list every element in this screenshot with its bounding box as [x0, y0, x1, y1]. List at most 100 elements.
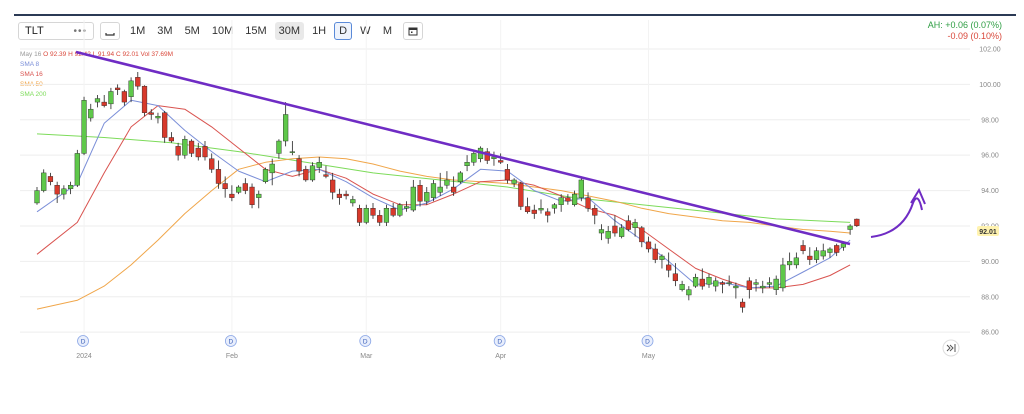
candle: [397, 202, 403, 218]
candle: [61, 185, 67, 200]
legend-close: C 92.01: [115, 51, 139, 58]
timeframe-w[interactable]: W: [360, 25, 371, 37]
candle: [108, 87, 114, 110]
timeframe-1m[interactable]: 1M: [130, 25, 146, 37]
candle: [800, 240, 806, 255]
dividend-marker[interactable]: D: [359, 335, 372, 347]
y-tick-label: 100.00: [979, 82, 1001, 89]
candle: [175, 142, 181, 161]
y-tick-label: 96.00: [981, 153, 999, 160]
after-hours-line: AH: +0.06 (0.07%): [927, 20, 1002, 30]
candle: [222, 176, 228, 198]
more-icon[interactable]: •••: [73, 25, 87, 37]
candle: [356, 204, 363, 226]
candle: [726, 275, 732, 287]
candle: [807, 247, 813, 265]
candle: [128, 77, 134, 103]
candle: [115, 84, 121, 96]
candle: [74, 149, 80, 188]
y-tick-label: 94.00: [981, 188, 999, 195]
candle: [706, 273, 712, 288]
candle: [753, 279, 759, 292]
candle: [330, 172, 336, 200]
dividend-marker[interactable]: D: [493, 335, 506, 347]
calendar-icon[interactable]: [402, 22, 423, 40]
after-hours-change: AH: +0.06 (0.07%) -0.09 (0.10%): [928, 20, 1002, 42]
timeframe-1h[interactable]: 1H: [312, 25, 327, 37]
x-tick-label: Mar: [360, 353, 373, 360]
candle: [215, 160, 222, 189]
sma-legend-item: SMA 8: [20, 61, 40, 68]
timeframe-group: 1M 3M 5M 10M 15M 30M 1H D W M: [126, 22, 397, 40]
candle: [793, 252, 799, 269]
candle: [235, 185, 242, 195]
candle: [686, 286, 692, 301]
last-price-tag: 92.01: [977, 226, 999, 236]
candle: [457, 171, 463, 184]
candle: [605, 225, 611, 244]
candle: [141, 85, 148, 117]
candle: [67, 181, 74, 195]
candle: [121, 89, 127, 106]
candle: [558, 194, 564, 212]
candle: [854, 218, 860, 228]
candle: [437, 172, 443, 196]
timeframe-3m[interactable]: 3M: [157, 25, 173, 37]
candle: [444, 171, 450, 189]
legend-open: O 92.39: [43, 51, 67, 58]
sma-legend-item: SMA 16: [20, 71, 43, 78]
candle: [524, 197, 531, 214]
candle: [316, 156, 322, 173]
candle: [188, 139, 195, 157]
sma16-line: [36, 105, 851, 289]
candle: [787, 252, 793, 271]
symbol-selector[interactable]: TLT •••: [18, 22, 94, 40]
candle: [733, 282, 739, 299]
candle-style-icon[interactable]: [100, 22, 120, 40]
sma8-line: [36, 99, 851, 289]
candle: [538, 199, 544, 214]
candle: [820, 243, 826, 260]
legend-high: H 92.42: [68, 51, 91, 58]
jump-to-latest-icon: [946, 344, 956, 352]
candle: [229, 185, 235, 202]
candle: [511, 178, 517, 188]
candle: [424, 187, 430, 205]
timeframe-30m[interactable]: 30M: [274, 22, 305, 40]
candle: [612, 215, 618, 237]
y-tick-label: 102.00: [979, 47, 1001, 54]
jump-to-latest-button[interactable]: [942, 339, 960, 357]
dividend-marker[interactable]: D: [641, 335, 654, 347]
candle: [699, 268, 705, 290]
x-tick-label: May: [642, 353, 656, 360]
y-tick-label: 86.00: [981, 330, 999, 337]
candle: [498, 153, 504, 165]
candle: [565, 194, 571, 205]
candle: [404, 201, 410, 212]
candle: [471, 151, 477, 166]
x-axis: 2024 Feb Mar Apr May: [76, 353, 655, 360]
candle: [666, 252, 672, 278]
timeframe-15m[interactable]: 15M: [245, 25, 267, 37]
candle: [746, 277, 752, 299]
candle: [780, 257, 786, 292]
candle: [592, 204, 598, 225]
candle: [383, 204, 390, 226]
dividend-marker[interactable]: D: [224, 335, 237, 347]
candle: [135, 72, 141, 90]
dividend-marker[interactable]: D: [77, 335, 89, 347]
candle: [34, 187, 40, 205]
top-border: [14, 14, 1016, 16]
svg-text:D: D: [81, 339, 86, 346]
candle: [303, 165, 309, 182]
timeframe-5m[interactable]: 5M: [184, 25, 200, 37]
timeframe-d[interactable]: D: [334, 22, 353, 40]
candle: [256, 190, 262, 209]
candle: [94, 95, 101, 108]
candle: [639, 225, 645, 248]
candle: [766, 277, 773, 288]
y-tick-label: 90.00: [981, 259, 999, 266]
timeframe-m[interactable]: M: [382, 25, 393, 37]
timeframe-10m[interactable]: 10M: [211, 25, 234, 37]
